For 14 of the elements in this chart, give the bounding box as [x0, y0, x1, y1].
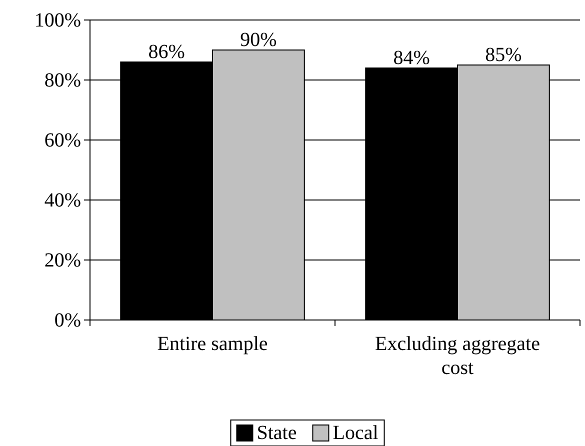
- y-tick-label: 80%: [44, 69, 81, 92]
- y-tick-label: 60%: [44, 129, 81, 152]
- x-tick-label: Excluding aggregate cost: [375, 333, 540, 379]
- data-label: 84%: [393, 47, 430, 69]
- y-tick-label: 0%: [54, 309, 81, 332]
- data-label: 85%: [485, 44, 522, 66]
- y-tick-label: 20%: [44, 249, 81, 272]
- data-label: 86%: [148, 41, 185, 63]
- legend-label: Local: [332, 422, 379, 444]
- y-tick-label: 100%: [34, 9, 81, 32]
- legend-label: State: [256, 422, 297, 444]
- y-tick-label: 40%: [44, 189, 81, 212]
- x-tick-label: Entire sample: [157, 333, 268, 355]
- data-label: 90%: [240, 29, 277, 51]
